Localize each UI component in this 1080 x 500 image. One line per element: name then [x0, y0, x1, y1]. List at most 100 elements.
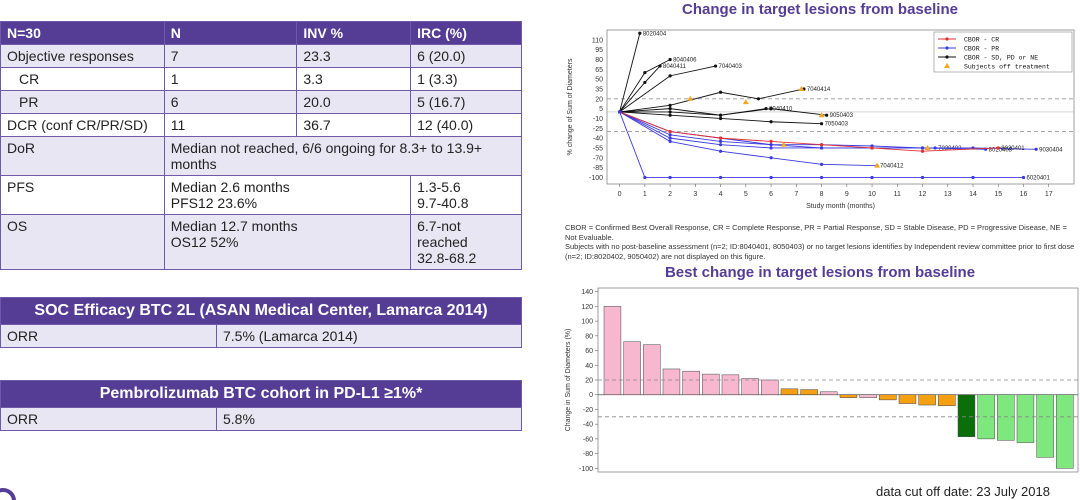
os-text: Median 12.7 months OS12 52%	[163, 214, 412, 270]
series-point	[870, 175, 874, 180]
x-tick-label: 6	[769, 191, 773, 198]
bar	[938, 394, 956, 407]
row-n: 7	[163, 44, 298, 68]
pfs-ci2: 9.7-40.8	[417, 195, 469, 211]
row-irc: 1 (3.3)	[410, 67, 522, 91]
series-point	[668, 175, 672, 180]
series-point	[718, 139, 723, 144]
series-label: 8020401	[1001, 146, 1025, 152]
legend-swatch	[944, 63, 950, 68]
pfs-ci: 1.3-5.6 9.7-40.8	[410, 175, 522, 215]
x-tick-label: 17	[1045, 191, 1053, 198]
x-tick-label: 14	[969, 191, 977, 198]
series-point	[668, 107, 672, 111]
pembro-row: ORR 5.8%	[1, 407, 521, 430]
bar	[682, 370, 700, 395]
series-point	[668, 136, 672, 140]
row-label: PR	[0, 90, 165, 114]
series-line	[619, 111, 999, 152]
y-tick-label: 80	[585, 333, 593, 340]
y-tick-label: -55	[593, 145, 603, 152]
legend-label: Subjects off treatment	[964, 64, 1050, 71]
series-point	[718, 175, 723, 180]
os-ci2: reached	[417, 234, 468, 250]
x-tick-label: 16	[1020, 191, 1028, 198]
series-point	[920, 149, 925, 153]
pembro-box: Pembrolizumab BTC cohort in PD-L1 ≥1%* O…	[0, 380, 522, 431]
off-treatment-marker	[798, 85, 805, 91]
x-tick-label: 1	[643, 191, 647, 198]
x-tick-label: 5	[744, 191, 748, 198]
off-treatment-marker	[742, 99, 749, 105]
bar	[1056, 394, 1074, 469]
series-point	[769, 156, 773, 160]
series-point	[920, 146, 925, 150]
x-tick-label: 0	[618, 191, 622, 198]
series-point	[1021, 175, 1026, 180]
dor-text: Median not reached, 6/6 ongoing for 8.3+…	[163, 136, 523, 176]
x-tick-label: 2	[668, 191, 672, 198]
y-tick-label: -100	[579, 466, 593, 473]
series-line	[619, 33, 641, 113]
series-point	[996, 146, 1000, 150]
series-label: 7050403	[825, 122, 849, 128]
pembro-value: 5.8%	[223, 411, 255, 427]
os-ci1: 6.7-not	[417, 218, 461, 234]
bar	[800, 389, 818, 395]
soc-efficacy-box: SOC Efficacy BTC 2L (ASAN Medical Center…	[0, 297, 522, 348]
bar	[643, 344, 661, 395]
x-tick-label: 9	[845, 191, 849, 198]
series-point	[971, 175, 975, 180]
series-point	[819, 162, 824, 166]
footnote-line2: Subjects with no post-baseline assessmen…	[565, 242, 1075, 261]
series-point	[769, 139, 773, 144]
series-point	[756, 97, 761, 101]
bar	[898, 394, 917, 404]
bar	[839, 394, 858, 398]
series-point	[643, 175, 647, 180]
series-point	[819, 122, 824, 126]
row-label: Objective responses	[0, 44, 165, 68]
series-line	[619, 111, 1024, 178]
row-inv: 20.0	[296, 90, 412, 114]
os-rate: OS12 52%	[170, 234, 239, 250]
bar	[662, 368, 681, 395]
bar	[761, 379, 779, 395]
bar	[820, 391, 838, 395]
header-inv: INV %	[296, 21, 412, 45]
y-tick-label: -40	[583, 422, 593, 429]
x-tick-label: 8	[820, 191, 824, 198]
series-point	[870, 146, 874, 150]
row-n: 6	[163, 90, 298, 114]
series-label: 8020404	[643, 31, 667, 37]
x-tick-label: 12	[919, 191, 927, 198]
series-point	[920, 175, 925, 180]
row-irc: 5 (16.7)	[410, 90, 522, 114]
x-tick-label: 13	[944, 191, 952, 198]
series-point	[668, 57, 672, 62]
row-label: DoR	[0, 136, 165, 176]
bar	[1016, 394, 1035, 443]
table-row-os: OS Median 12.7 months OS12 52% 6.7-not r…	[0, 214, 522, 270]
bar	[702, 373, 720, 395]
y-tick-label: -80	[583, 451, 593, 458]
series-label: 7040412	[880, 164, 904, 170]
y-axis-label: Change in Sum of Diameters (%)	[565, 329, 572, 432]
os-ci3: 32.8-68.2	[417, 250, 477, 266]
bar	[997, 394, 1015, 441]
soc-value: 7.5% (Lamarca 2014)	[223, 328, 358, 344]
series-point	[769, 107, 773, 111]
y-tick-label: 0	[589, 392, 593, 399]
series-point	[668, 133, 672, 137]
series-point	[668, 110, 672, 114]
bar	[918, 394, 936, 406]
bar	[741, 378, 759, 395]
series-point	[819, 146, 824, 150]
row-irc: 12 (40.0)	[410, 113, 522, 137]
y-tick-label: -20	[583, 407, 593, 414]
series-point	[658, 64, 662, 68]
x-tick-label: 4	[719, 191, 723, 198]
footnote-line1: CBOR = Confirmed Best Overall Response, …	[565, 223, 1067, 242]
series-point	[668, 129, 672, 134]
